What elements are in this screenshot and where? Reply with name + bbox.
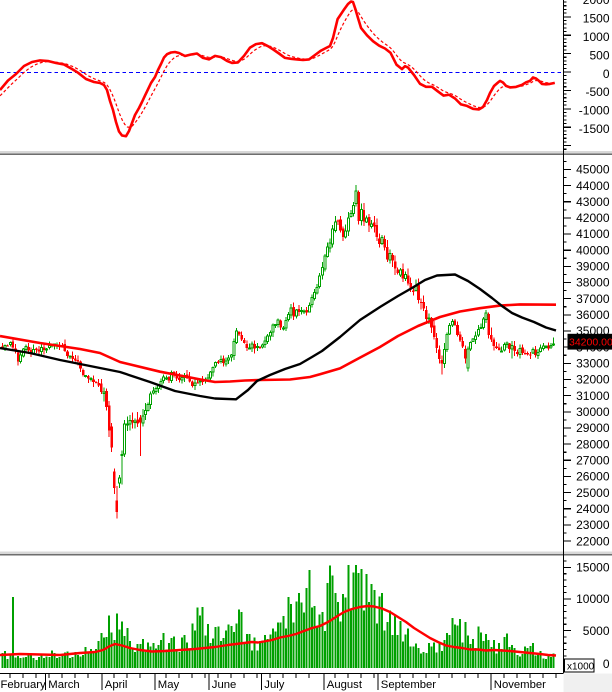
svg-text:-500: -500 xyxy=(585,85,609,99)
svg-text:36000: 36000 xyxy=(576,308,610,322)
svg-text:March: March xyxy=(48,679,79,691)
svg-text:15000: 15000 xyxy=(576,561,610,575)
svg-text:September: September xyxy=(381,679,436,691)
svg-text:2000: 2000 xyxy=(583,0,610,7)
svg-text:41000: 41000 xyxy=(576,227,610,241)
svg-text:5000: 5000 xyxy=(583,624,610,638)
svg-text:23000: 23000 xyxy=(576,518,610,532)
svg-text:26000: 26000 xyxy=(576,470,610,484)
svg-text:22000: 22000 xyxy=(576,534,610,548)
svg-text:33000: 33000 xyxy=(576,357,610,371)
svg-text:1500: 1500 xyxy=(583,12,610,26)
svg-text:32000: 32000 xyxy=(576,373,610,387)
svg-text:500: 500 xyxy=(589,48,609,62)
svg-text:1000: 1000 xyxy=(583,30,610,44)
svg-text:31000: 31000 xyxy=(576,389,610,403)
svg-text:July: July xyxy=(264,679,284,691)
svg-text:-1500: -1500 xyxy=(579,122,610,136)
svg-text:45000: 45000 xyxy=(576,163,610,177)
svg-text:24000: 24000 xyxy=(576,502,610,516)
svg-text:June: June xyxy=(212,679,237,691)
svg-text:28000: 28000 xyxy=(576,437,610,451)
svg-text:10000: 10000 xyxy=(576,592,610,606)
svg-text:February: February xyxy=(1,679,47,691)
svg-text:x1000: x1000 xyxy=(567,661,595,672)
svg-text:27000: 27000 xyxy=(576,454,610,468)
svg-text:25000: 25000 xyxy=(576,486,610,500)
svg-text:39000: 39000 xyxy=(576,260,610,274)
svg-text:November: November xyxy=(494,679,546,691)
svg-text:42000: 42000 xyxy=(576,211,610,225)
svg-text:44000: 44000 xyxy=(576,179,610,193)
svg-text:0: 0 xyxy=(603,67,610,81)
svg-text:April: April xyxy=(105,679,128,691)
svg-text:-1000: -1000 xyxy=(579,104,610,118)
svg-text:38000: 38000 xyxy=(576,276,610,290)
svg-text:29000: 29000 xyxy=(576,421,610,435)
svg-text:0: 0 xyxy=(603,657,610,671)
svg-text:May: May xyxy=(158,679,180,691)
svg-text:43000: 43000 xyxy=(576,195,610,209)
svg-text:30000: 30000 xyxy=(576,405,610,419)
svg-text:August: August xyxy=(327,679,363,691)
svg-text:34200.00: 34200.00 xyxy=(569,337,612,349)
svg-text:40000: 40000 xyxy=(576,243,610,257)
svg-text:37000: 37000 xyxy=(576,292,610,306)
